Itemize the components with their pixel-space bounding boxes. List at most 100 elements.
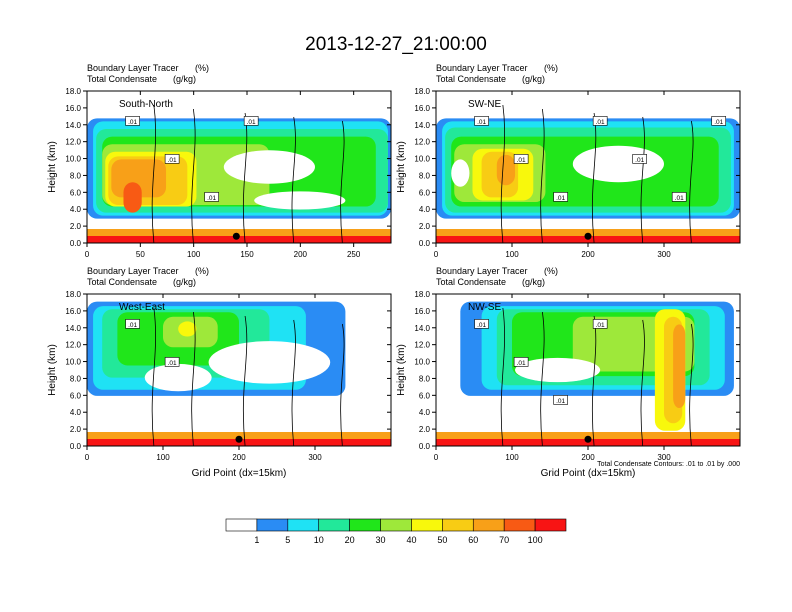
y-tick-label: 14.0 <box>65 121 81 130</box>
y-tick-label: 18.0 <box>414 87 430 96</box>
y-tick-label: 18.0 <box>65 290 81 299</box>
x-tick-label: 0 <box>85 453 90 462</box>
location-marker <box>584 232 592 240</box>
cross-section-label: SW-NE <box>468 99 501 110</box>
y-tick-label: 6.0 <box>419 391 431 400</box>
y-tick-label: 10.0 <box>414 358 430 367</box>
contour-line <box>500 104 505 243</box>
y-tick-label: 10.0 <box>65 358 81 367</box>
colorbar-swatch <box>256 518 289 532</box>
contour-line <box>191 108 196 243</box>
x-tick-label: 200 <box>581 250 595 259</box>
y-axis-label: Height (km) <box>47 344 58 396</box>
colorbar-label: 20 <box>345 535 355 545</box>
contour-label-box <box>711 116 727 126</box>
y-tick-label: 8.0 <box>70 171 82 180</box>
y-tick-label: 0.0 <box>419 239 431 248</box>
contour-label-box <box>474 319 489 329</box>
field-region <box>451 159 470 187</box>
contour-line <box>689 323 694 446</box>
cross-section-label: South-North <box>119 99 173 110</box>
contour-label: .01 <box>556 398 565 405</box>
contour-line <box>500 307 505 446</box>
contour-line <box>340 120 345 243</box>
panel-title-tracer-units: (%) <box>544 63 558 73</box>
field-region <box>178 321 197 337</box>
x-tick-label: 50 <box>136 250 145 259</box>
y-tick-label: 12.0 <box>65 341 81 350</box>
y-tick-label: 2.0 <box>419 222 431 231</box>
colorbar-label: 1 <box>254 535 259 545</box>
y-tick-label: 0.0 <box>70 239 82 248</box>
contour-label-box <box>164 154 180 164</box>
x-axis-label: Grid Point (dx=15km) <box>541 468 636 479</box>
y-tick-label: 16.0 <box>414 104 430 113</box>
contour-label-box <box>243 116 259 126</box>
y-tick-label: 6.0 <box>70 391 82 400</box>
plot-frame <box>86 90 392 244</box>
colorbar-label: 5 <box>285 535 290 545</box>
panel-title-tracer-units: (%) <box>544 266 558 276</box>
y-tick-label: 18.0 <box>65 87 81 96</box>
y-tick-label: 12.0 <box>414 138 430 147</box>
x-tick-label: 300 <box>657 250 671 259</box>
contour-label-box <box>553 192 568 202</box>
colorbar-label: 100 <box>528 535 543 545</box>
panel-south-north: Boundary Layer Tracer (%) Total Condensate… <box>47 63 392 259</box>
contour-label: .01 <box>635 157 644 164</box>
contour-label: .01 <box>517 157 526 164</box>
panel-sw-ne: Boundary Layer Tracer (%) Total Condensate… <box>396 63 741 259</box>
y-tick-label: 2.0 <box>70 222 82 231</box>
colorbar-label: 70 <box>499 535 509 545</box>
y-tick-label: 4.0 <box>70 408 82 417</box>
y-tick-label: 16.0 <box>414 307 430 316</box>
y-tick-label: 10.0 <box>65 155 81 164</box>
field-region <box>572 145 665 183</box>
y-tick-label: 8.0 <box>419 171 431 180</box>
contour-label-box <box>125 116 140 126</box>
y-tick-label: 16.0 <box>65 307 81 316</box>
y-tick-label: 2.0 <box>419 425 431 434</box>
surface-band <box>87 236 391 243</box>
contour-footnote: Total Condensate Contours: .01 to .01 by… <box>597 461 740 468</box>
contour-label: .01 <box>477 119 486 126</box>
cross-section-label: NW-SE <box>468 302 501 313</box>
contour-label: .01 <box>714 119 723 126</box>
contour-label-box <box>125 319 140 329</box>
x-axis-label: Grid Point (dx=15km) <box>192 468 287 479</box>
panel-title-condensate-units: (g/kg) <box>173 74 196 84</box>
panel-title-tracer-units: (%) <box>195 63 209 73</box>
heatmap-field: .01 .01 .01 .01 <box>87 91 391 243</box>
panel-title-condensate: Total Condensate <box>87 277 157 287</box>
location-marker <box>584 435 592 443</box>
x-tick-label: 200 <box>581 453 595 462</box>
figure-title: 2013-12-27_21:00:00 <box>305 34 487 55</box>
y-tick-label: 0.0 <box>419 442 431 451</box>
colorbar-swatch <box>318 518 350 532</box>
contour-label: .01 <box>675 195 684 202</box>
panel-nw-se: Boundary Layer Tracer (%) Total Condensate… <box>396 266 741 479</box>
colorbar-label: 50 <box>437 535 447 545</box>
colorbar-swatch <box>442 518 474 532</box>
field-region <box>254 191 346 210</box>
location-marker <box>232 232 240 240</box>
panel-title-condensate: Total Condensate <box>436 277 506 287</box>
panel-title-tracer: Boundary Layer Tracer <box>436 266 528 276</box>
contour-line <box>540 108 545 243</box>
contour-label: .01 <box>596 322 605 329</box>
contour-label: .01 <box>247 119 256 126</box>
x-tick-label: 0 <box>434 250 439 259</box>
x-tick-label: 150 <box>240 250 254 259</box>
colorbar-label: 30 <box>376 535 386 545</box>
y-tick-label: 14.0 <box>414 121 430 130</box>
panel-title-condensate: Total Condensate <box>436 74 506 84</box>
contour-label-box <box>474 116 489 126</box>
y-tick-label: 6.0 <box>70 188 82 197</box>
contour-label-box <box>553 395 568 405</box>
contour-line <box>291 116 296 243</box>
field-region <box>208 341 331 384</box>
y-tick-label: 8.0 <box>419 374 431 383</box>
x-tick-label: 0 <box>434 453 439 462</box>
contour-label: .01 <box>168 157 177 164</box>
